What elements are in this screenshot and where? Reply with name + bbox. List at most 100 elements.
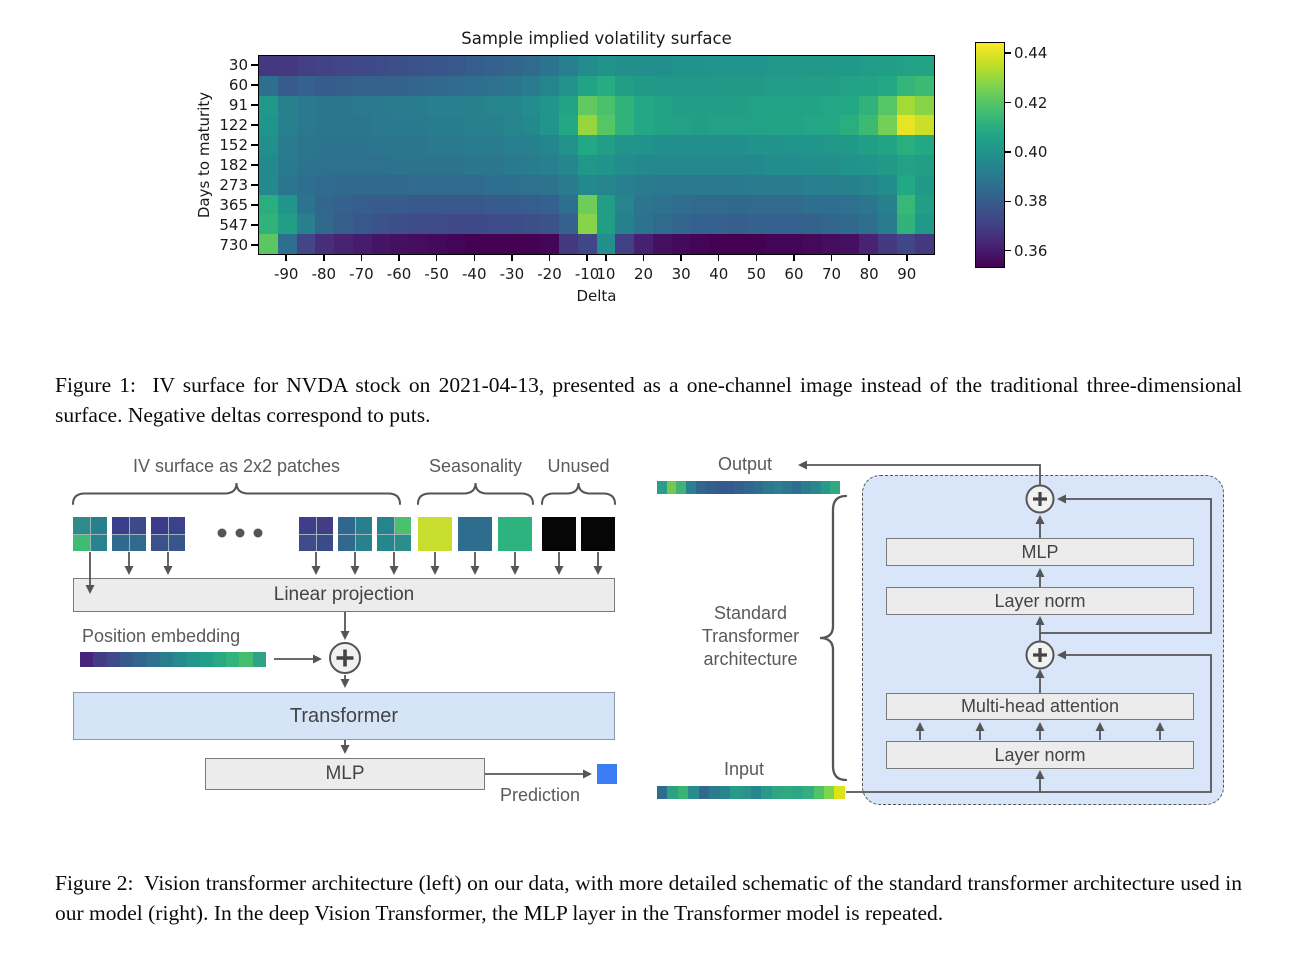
output-bar-segment (743, 481, 754, 494)
heatmap-cell (821, 154, 841, 175)
heatmap-cell (540, 194, 559, 215)
heatmap-cell (352, 115, 372, 136)
heatmap-cell (409, 56, 428, 76)
heatmap-cell (690, 95, 709, 116)
output-bar (657, 481, 840, 494)
heatmap-cell (446, 56, 466, 76)
input-label: Input (724, 759, 765, 779)
heatmap-cell (465, 214, 484, 235)
heatmap-cell (521, 174, 541, 195)
colorbar (975, 42, 1005, 268)
heatmap-cell (802, 75, 822, 96)
colorbar-tick-mark (1005, 52, 1011, 54)
heatmap-cell (315, 115, 334, 136)
patch-cell (168, 534, 185, 551)
heatmap-cell (652, 95, 672, 116)
heatmap-cell (596, 56, 616, 76)
heatmap-cell (484, 234, 503, 254)
heatmap-cell (577, 95, 597, 116)
heatmap-cell (334, 56, 353, 76)
heatmap-cell (409, 194, 428, 215)
position-bar-segment (226, 652, 240, 667)
x-tick-mark (473, 255, 475, 261)
heatmap-cell (371, 194, 391, 215)
heatmap-cell (896, 194, 916, 215)
heatmap-cell (502, 194, 522, 215)
heatmap-cell (559, 194, 578, 215)
x-tick-label: 70 (822, 265, 842, 283)
x-tick-mark (586, 255, 588, 261)
heatmap-cell (746, 234, 766, 254)
input-bar-segment (719, 786, 731, 799)
standard-transformer-label-line2: Transformer (701, 626, 800, 646)
heatmap-cell (840, 135, 859, 155)
prediction-label: Prediction (499, 785, 581, 805)
heatmap-cell (559, 56, 578, 76)
heatmap-cell (409, 135, 428, 155)
heatmap-cell (296, 194, 316, 215)
position-bar-segment (186, 652, 200, 667)
heatmap-cell (821, 135, 841, 155)
heatmap-cell (559, 214, 578, 235)
heatmap-cell (577, 194, 597, 215)
heatmap-cell (840, 95, 859, 116)
heatmap-cell (896, 115, 916, 136)
x-tick-mark (398, 255, 400, 261)
x-tick-label: -70 (349, 265, 374, 283)
heatmap-cell (765, 115, 784, 136)
heatmap-cell (765, 214, 784, 235)
unused-label: Unused (547, 456, 610, 476)
heatmap-cell (559, 135, 578, 155)
input-bar-segment (657, 786, 668, 799)
heatmap-cell (390, 95, 409, 116)
heatmap-cell (446, 194, 466, 215)
heatmap-cell (765, 75, 784, 96)
y-tick-mark (251, 144, 258, 146)
heatmap-cell (502, 75, 522, 96)
heatmap-cell (709, 214, 728, 235)
heatmap-cell (296, 154, 316, 175)
heatmap-cell (577, 135, 597, 155)
heatmap-cell (577, 174, 597, 195)
heatmap-cell (802, 154, 822, 175)
heatmap-cell (352, 154, 372, 175)
heatmap-cell (615, 95, 634, 116)
heatmap-cell (521, 75, 541, 96)
heatmap-cell (427, 174, 447, 195)
input-bar-segment (730, 786, 741, 799)
output-bar-segment (801, 481, 811, 494)
heatmap-cell (652, 56, 672, 76)
heatmap-cell (915, 194, 934, 215)
heatmap-cell (690, 214, 709, 235)
patch-cell (73, 517, 90, 534)
heatmap-cell (840, 154, 859, 175)
heatmap-cell (784, 174, 803, 195)
x-tick-mark (680, 255, 682, 261)
heatmap-cell (615, 194, 634, 215)
colorbar-tick-label: 0.40 (1014, 142, 1048, 161)
heatmap-cell (409, 214, 428, 235)
heatmap-cell (409, 75, 428, 96)
patch-cell (129, 534, 146, 551)
y-tick-label: 365 (219, 196, 248, 214)
patch-cell (168, 517, 185, 534)
heatmap-cell (390, 234, 409, 254)
output-bar-segment (830, 481, 840, 494)
heatmap-cell (390, 135, 409, 155)
heatmap-cell (277, 75, 297, 96)
standard-transformer-label: Standard Transformer architecture (688, 602, 813, 671)
y-tick-label: 30 (228, 56, 248, 74)
heatmap-cell (540, 56, 559, 76)
output-bar-segment (657, 481, 667, 494)
heatmap-cell (615, 154, 634, 175)
heatmap-cell (334, 234, 353, 254)
heatmap-cell (821, 194, 841, 215)
y-tick-mark (251, 164, 258, 166)
heatmap-cell (296, 214, 316, 235)
heatmap-cell (690, 154, 709, 175)
position-bar-segment (159, 652, 173, 667)
heatmap-cell (896, 75, 916, 96)
patch-cell (112, 534, 129, 551)
heatmap-cell (315, 75, 334, 96)
patch-cell (316, 534, 333, 551)
